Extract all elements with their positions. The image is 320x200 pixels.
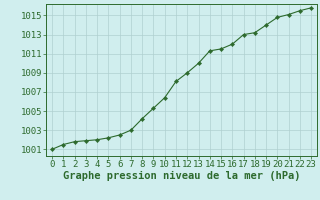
- X-axis label: Graphe pression niveau de la mer (hPa): Graphe pression niveau de la mer (hPa): [63, 171, 300, 181]
